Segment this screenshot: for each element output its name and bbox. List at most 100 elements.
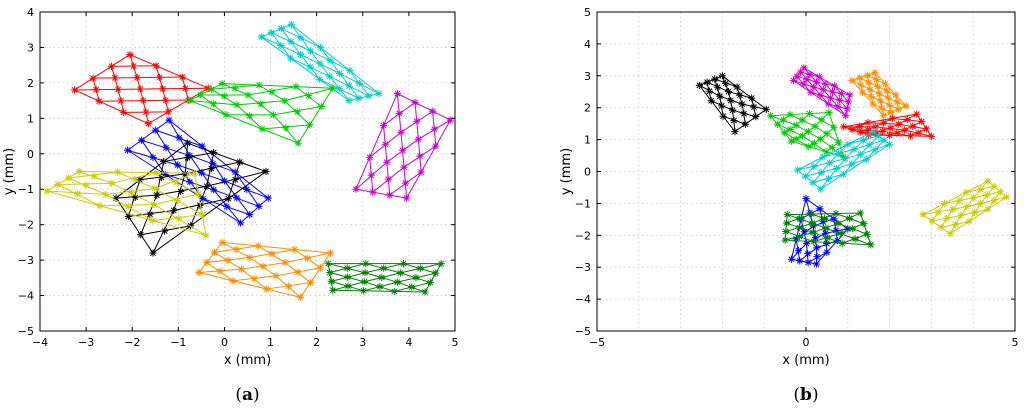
data-point: [780, 129, 789, 137]
data-point: [267, 29, 275, 37]
data-point: [232, 245, 240, 254]
data-point: [817, 91, 825, 99]
data-point: [750, 103, 758, 111]
y-tick-label: −3: [18, 254, 34, 267]
data-point: [231, 84, 239, 92]
data-point: [837, 90, 845, 98]
data-point: [711, 75, 719, 83]
data-point: [823, 234, 831, 242]
series-1: [70, 50, 212, 128]
tick-group: −5 0 5 −5 −4 −3 −2 −1 0 1 2 3 4 5: [575, 6, 1019, 349]
data-point: [874, 83, 882, 91]
data-point: [203, 258, 211, 267]
data-point: [329, 286, 337, 294]
data-point: [160, 227, 169, 235]
series-2: [257, 20, 383, 105]
y-tick-label: 2: [584, 102, 591, 115]
data-point: [352, 185, 360, 193]
data-point: [355, 94, 363, 102]
data-point: [913, 110, 921, 118]
data-point: [730, 116, 738, 125]
series-group: [43, 20, 454, 301]
data-point: [131, 175, 139, 183]
data-point: [408, 283, 416, 291]
data-point: [124, 202, 132, 210]
data-point: [824, 174, 833, 183]
data-point: [934, 208, 942, 216]
data-point: [90, 172, 98, 180]
data-point: [817, 185, 825, 193]
data-point: [96, 202, 104, 210]
data-point: [393, 89, 401, 98]
data-point: [969, 194, 978, 202]
data-point: [903, 115, 911, 124]
data-point: [414, 135, 422, 143]
data-point: [268, 250, 276, 258]
data-point: [209, 100, 217, 108]
data-point: [361, 269, 369, 277]
data-point: [355, 79, 363, 87]
data-point: [257, 33, 265, 41]
data-point: [416, 264, 424, 272]
plot-frame: [39, 11, 456, 332]
series-3: [848, 69, 910, 120]
data-point: [383, 158, 391, 166]
data-point: [863, 71, 871, 79]
data-point: [258, 125, 266, 133]
data-point: [740, 110, 748, 118]
data-point: [886, 101, 894, 109]
data-point: [823, 130, 831, 138]
data-point: [787, 137, 795, 145]
data-point: [789, 76, 798, 85]
data-point: [996, 188, 1004, 196]
data-point: [879, 112, 887, 120]
data-point: [804, 258, 812, 267]
data-point: [360, 278, 368, 286]
y-tick-label: 1: [584, 134, 591, 147]
data-point: [198, 211, 206, 219]
data-point: [207, 165, 215, 173]
data-point: [197, 91, 205, 99]
data-point: [344, 282, 352, 290]
data-point: [783, 210, 791, 219]
data-point: [186, 97, 194, 105]
data-point: [695, 81, 704, 89]
y-axis-label: y (mm): [559, 148, 574, 195]
data-point: [894, 120, 903, 128]
data-point: [108, 179, 116, 187]
data-point: [883, 87, 891, 95]
data-point: [384, 175, 392, 183]
data-point: [801, 172, 809, 180]
data-point: [716, 92, 724, 100]
y-axis-label: y (mm): [2, 148, 17, 195]
data-point: [117, 97, 125, 105]
data-point: [834, 149, 843, 158]
data-point: [984, 205, 992, 213]
data-point: [822, 224, 830, 232]
y-tick-label: −2: [575, 229, 591, 242]
data-point: [152, 62, 160, 70]
data-point: [202, 231, 210, 239]
data-point: [326, 72, 334, 80]
y-tick-label: 3: [584, 70, 591, 83]
data-point: [736, 91, 744, 99]
data-point: [848, 225, 856, 233]
data-point: [813, 244, 821, 252]
data-point: [902, 102, 910, 110]
y-tick-label: 2: [27, 77, 34, 90]
data-point: [277, 41, 285, 50]
data-point: [153, 191, 161, 199]
data-point: [343, 273, 352, 281]
data-point: [793, 72, 801, 80]
data-point: [304, 254, 312, 262]
x-tick-label: 5: [1012, 336, 1019, 349]
y-tick-label: −4: [575, 293, 591, 306]
data-point: [224, 195, 232, 203]
data-point: [327, 277, 335, 285]
data-point: [781, 236, 789, 244]
data-point: [893, 129, 901, 137]
data-point: [181, 84, 189, 93]
y-tick-label: 1: [27, 112, 34, 125]
x-tick-label: 5: [452, 336, 459, 349]
data-point: [175, 215, 183, 223]
